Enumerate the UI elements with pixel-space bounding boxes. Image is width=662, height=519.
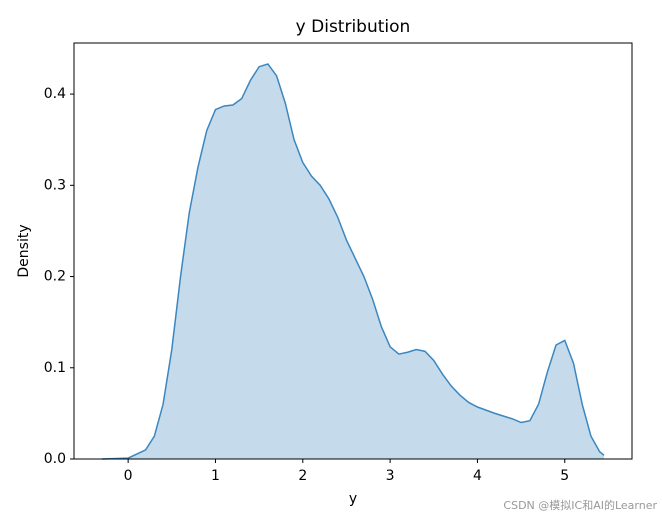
x-tick-label: 5 [560, 468, 569, 484]
y-tick-label: 0.3 [44, 177, 66, 193]
y-tick-label: 0.1 [44, 360, 66, 376]
density-area [101, 63, 605, 460]
y-tick-label: 0.4 [44, 86, 66, 102]
watermark: CSDN @模拟IC和AI的Learner [503, 498, 657, 512]
x-axis-label: y [349, 491, 357, 507]
chart-title: y Distribution [296, 17, 411, 37]
y-tick-label: 0.0 [44, 451, 66, 467]
x-tick-label: 3 [386, 468, 395, 484]
x-tick-label: 4 [473, 468, 482, 484]
density-line [101, 63, 605, 460]
x-tick-label: 1 [211, 468, 220, 484]
y-axis-label: Density [16, 224, 32, 277]
plot-frame [73, 42, 633, 460]
x-tick-label: 2 [298, 468, 307, 484]
x-tick-label: 0 [124, 468, 133, 484]
y-tick-label: 0.2 [44, 269, 66, 285]
